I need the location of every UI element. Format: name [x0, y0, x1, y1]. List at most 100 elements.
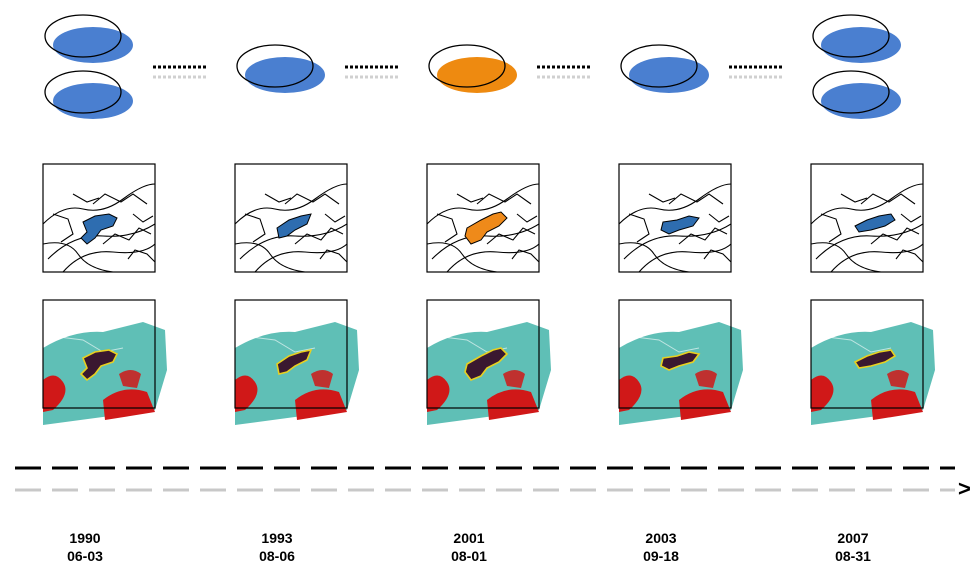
map-frame	[810, 163, 924, 273]
month-day-text: 08-01	[451, 548, 487, 564]
outline-ellipse	[812, 14, 890, 58]
boundary-map	[618, 163, 732, 273]
date-label: 1993 08-06	[237, 529, 317, 565]
ellipse-pair	[620, 44, 709, 93]
date-label: 2007 08-31	[813, 529, 893, 565]
imagery-road	[818, 335, 892, 353]
outlined-region	[276, 348, 313, 375]
year-text: 1990	[69, 530, 101, 546]
outlined-region	[853, 349, 897, 369]
boundary-line	[668, 193, 724, 205]
boundary-map	[426, 163, 540, 273]
boundary-map-row	[42, 163, 924, 273]
filled-ellipse	[53, 83, 133, 119]
boundary-line	[52, 213, 74, 243]
boundary-line	[860, 193, 916, 205]
boundary-line	[486, 227, 536, 245]
boundary-line	[511, 249, 539, 263]
vegetation-patch	[311, 370, 333, 388]
boundary-line	[92, 193, 148, 205]
vegetation-patch	[503, 370, 525, 388]
month-day-text: 08-06	[259, 548, 295, 564]
boundary-line	[446, 243, 539, 272]
boundary-line	[708, 213, 730, 223]
boundary-line	[619, 183, 731, 225]
vegetation-patch	[235, 375, 258, 412]
map-frame	[42, 163, 156, 273]
outline-ellipse	[620, 44, 698, 88]
year-text: 2007	[837, 530, 869, 546]
highlighted-region	[464, 211, 508, 245]
boundary-line	[254, 243, 347, 272]
outline-ellipse	[812, 70, 890, 114]
ellipse-row	[44, 14, 901, 119]
boundary-line	[820, 213, 842, 243]
imagery-road	[50, 335, 124, 353]
boundary-line	[811, 242, 882, 272]
vegetation-patch	[887, 370, 909, 388]
boundary-line	[619, 242, 690, 272]
imagery-frame	[234, 299, 348, 409]
boundary-line	[648, 193, 676, 203]
boundary-line	[319, 249, 347, 263]
imagery-frame	[426, 299, 540, 409]
boundary-line	[811, 183, 923, 225]
date-label: 2003 09-18	[621, 529, 701, 565]
imagery-frame	[618, 299, 732, 409]
boundary-line	[628, 213, 650, 243]
boundary-line	[623, 223, 731, 260]
filled-ellipse	[821, 83, 901, 119]
map-frame	[234, 163, 348, 273]
year-text: 1993	[261, 530, 293, 546]
outlined-region	[660, 351, 701, 371]
boundary-line	[284, 193, 340, 205]
outline-ellipse	[428, 44, 506, 88]
imagery-tile	[234, 299, 359, 425]
boundary-line	[43, 242, 114, 272]
vegetation-patch	[487, 389, 539, 420]
filled-ellipse	[629, 57, 709, 93]
boundary-line	[294, 227, 344, 245]
imagery-tile	[42, 299, 167, 425]
map-frame	[426, 163, 540, 273]
outlined-region	[79, 349, 119, 382]
boundary-line	[840, 193, 868, 203]
imagery-road	[242, 335, 316, 353]
vegetation-patch	[295, 389, 347, 420]
imagery-tile	[810, 299, 935, 425]
filled-ellipse	[245, 57, 325, 93]
boundary-line	[830, 243, 923, 272]
vegetation-patch	[811, 375, 834, 412]
boundary-line	[815, 223, 923, 260]
date-label: 2001 08-01	[429, 529, 509, 565]
boundary-line	[476, 193, 532, 205]
imagery-frame	[810, 299, 924, 409]
vegetation-patch	[119, 370, 141, 388]
ellipse-pair	[44, 70, 133, 119]
outline-ellipse	[44, 70, 122, 114]
imagery-road	[626, 335, 700, 353]
vegetation-patch	[695, 370, 717, 388]
boundary-line	[678, 227, 728, 245]
boundary-line	[427, 183, 539, 225]
ellipse-pair	[236, 44, 325, 93]
boundary-line	[427, 242, 498, 272]
year-text: 2003	[645, 530, 677, 546]
boundary-line	[264, 193, 292, 203]
outlined-region	[464, 347, 509, 381]
imagery-tile	[426, 299, 551, 425]
filled-ellipse	[53, 27, 133, 63]
boundary-line	[47, 223, 155, 260]
ellipse-pair	[812, 70, 901, 119]
boundary-line	[239, 223, 347, 260]
boundary-map	[234, 163, 348, 273]
outline-ellipse	[44, 14, 122, 58]
boundary-line	[870, 227, 920, 245]
boundary-line	[62, 243, 155, 272]
vegetation-patch	[43, 375, 66, 412]
ellipse-pair	[812, 14, 901, 63]
timeline-axis: >	[15, 466, 971, 501]
highlighted-region	[854, 213, 896, 233]
boundary-line	[895, 249, 923, 263]
